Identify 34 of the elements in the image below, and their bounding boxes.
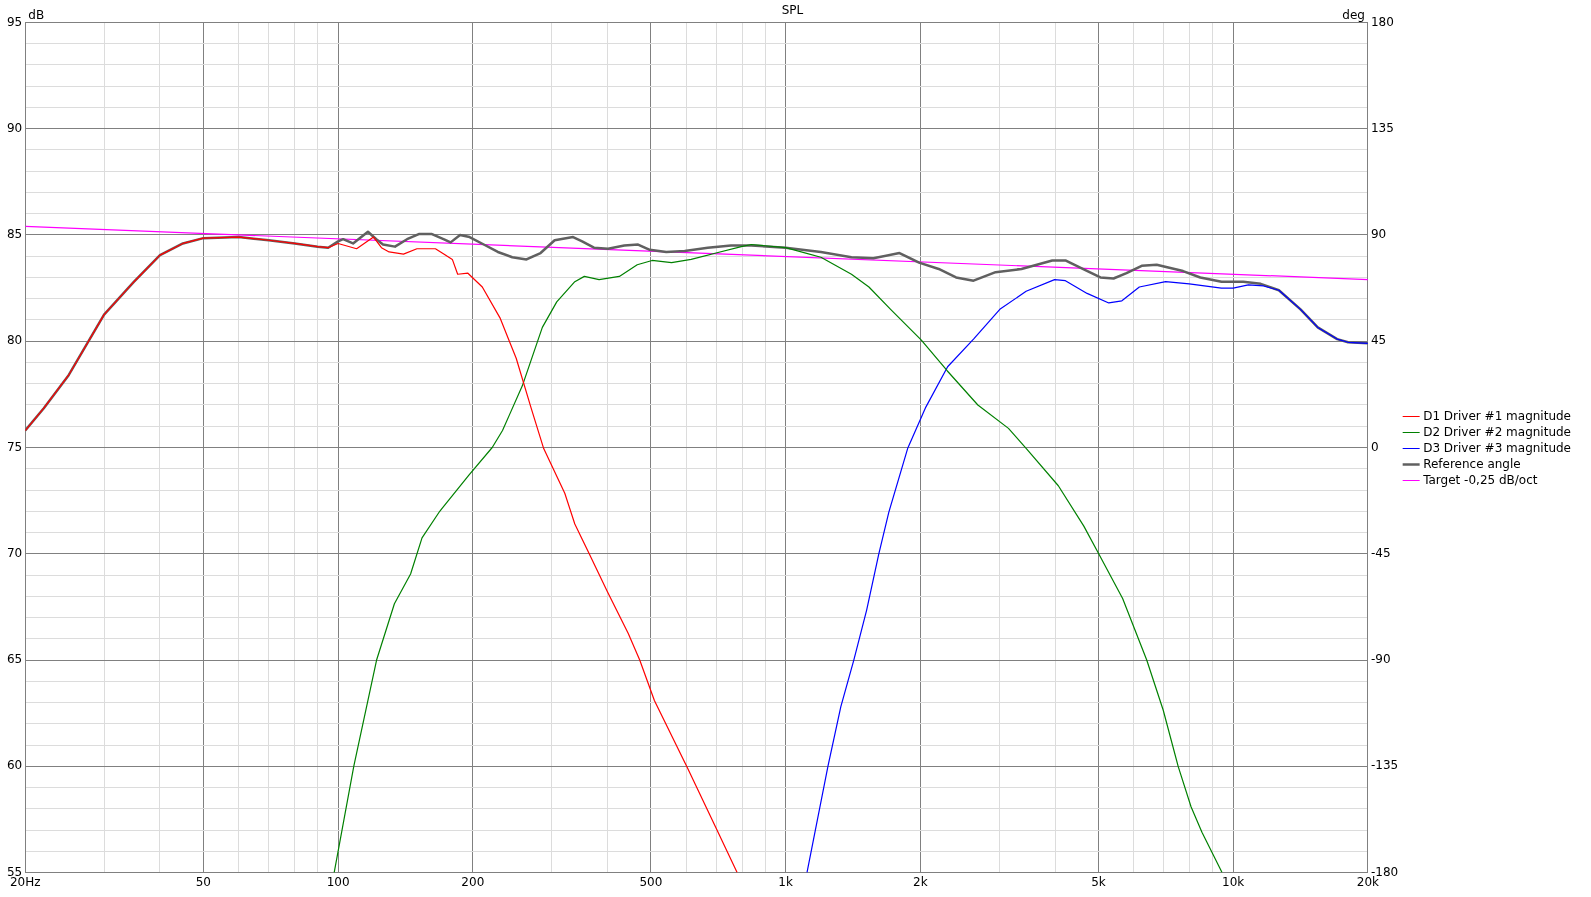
- chart-title: SPL: [781, 3, 804, 18]
- y2-tick-label: -90: [1370, 652, 1391, 667]
- legend-label: D1 Driver #1 magnitude: [1423, 408, 1571, 423]
- x-tick-label: 10k: [1222, 874, 1245, 889]
- y-tick-label: 80: [6, 333, 23, 348]
- y-tick-label: 60: [6, 758, 23, 773]
- x-tick-label: 200: [461, 874, 485, 889]
- y-tick-label: 70: [6, 545, 23, 560]
- y2-tick-label: 135: [1370, 120, 1394, 135]
- y-tick-label: 85: [6, 227, 23, 242]
- x-tick-label: 500: [639, 874, 663, 889]
- x-tick-label: 100: [326, 874, 350, 889]
- legend-label: D2 Driver #2 magnitude: [1423, 424, 1571, 439]
- y2-tick-label: -45: [1370, 545, 1391, 560]
- x-tick-label: 20Hz: [9, 874, 41, 889]
- x-tick-label: 20k: [1356, 874, 1380, 889]
- y-tick-label: 75: [6, 439, 23, 454]
- x-tick-label: 50: [195, 874, 212, 889]
- y-tick-label: 95: [6, 14, 23, 29]
- y-axis-title: dB: [28, 7, 45, 22]
- y2-tick-label: 180: [1370, 14, 1394, 29]
- y-tick-label: 90: [6, 120, 23, 135]
- x-tick-label: 1k: [778, 874, 793, 889]
- y2-tick-label: 90: [1370, 227, 1387, 242]
- y2-tick-label: 0: [1370, 439, 1379, 454]
- legend-label: Target -0,25 dB/oct: [1422, 472, 1538, 487]
- y2-tick-label: 45: [1370, 333, 1387, 348]
- legend-label: D3 Driver #3 magnitude: [1423, 440, 1571, 455]
- y2-tick-label: -135: [1370, 758, 1399, 773]
- y-tick-label: 65: [6, 652, 23, 667]
- y2-axis-title: deg: [1342, 7, 1365, 22]
- legend-label: Reference angle: [1423, 456, 1521, 471]
- x-tick-label: 2k: [913, 874, 928, 889]
- x-tick-label: 5k: [1091, 874, 1106, 889]
